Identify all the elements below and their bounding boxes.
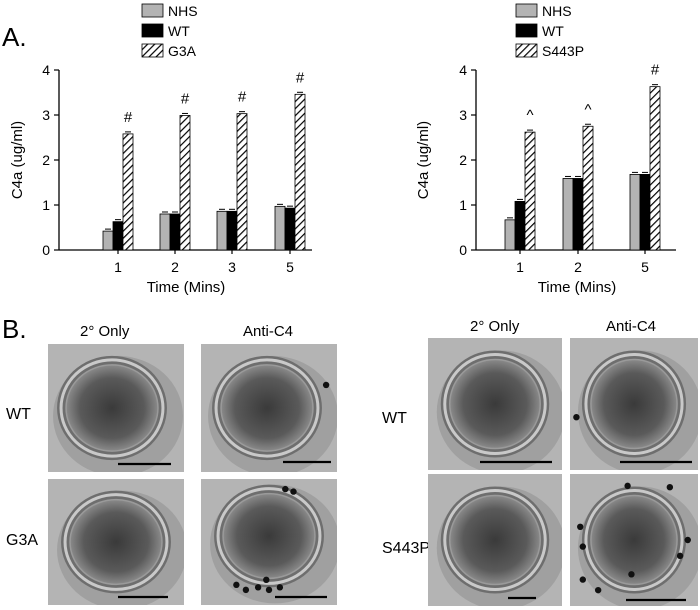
legend-swatch: [141, 23, 164, 38]
em-micrograph: [570, 474, 698, 606]
y-tick-label: 1: [459, 197, 467, 213]
em-micrograph: [570, 338, 698, 470]
legend-swatch: [141, 43, 164, 58]
row-label: WT: [6, 406, 31, 423]
legend-label: WT: [542, 23, 564, 39]
significance-mark: ^: [526, 107, 533, 124]
panel-a-label: A.: [2, 22, 27, 52]
column-header: 2° Only: [470, 318, 520, 335]
significance-mark: #: [296, 69, 305, 86]
column-header: 2° Only: [80, 323, 130, 340]
em-micrograph: [428, 474, 562, 606]
column-header: Anti-C4: [243, 323, 294, 340]
em-micrograph: [48, 479, 184, 605]
y-axis-label: C4a (ug/ml): [9, 121, 26, 199]
legend-label: NHS: [168, 3, 198, 19]
bar-wt: [226, 210, 238, 251]
y-tick-label: 0: [42, 242, 50, 258]
row-label: WT: [382, 410, 407, 427]
em-micrograph: [428, 338, 562, 470]
x-tick-label: 5: [641, 259, 649, 275]
x-axis-label: Time (Mins): [538, 279, 617, 296]
bar-g3a: [122, 133, 134, 251]
y-tick-label: 0: [459, 242, 467, 258]
legend-swatch: [141, 3, 164, 18]
bar-nhs: [274, 205, 286, 251]
legend-label: S443P: [542, 43, 584, 59]
significance-mark: #: [181, 90, 190, 107]
bar-g3a: [179, 115, 191, 251]
bar-wt: [639, 173, 651, 251]
significance-mark: #: [651, 62, 660, 79]
bar-nhs: [504, 219, 516, 251]
bar-s443p: [524, 131, 536, 251]
bar-nhs: [629, 173, 641, 251]
row-label: S443P: [382, 540, 431, 557]
em-micrograph: [201, 479, 337, 605]
y-tick-label: 4: [42, 62, 50, 78]
y-tick-label: 2: [459, 152, 467, 168]
x-tick-label: 3: [228, 259, 236, 275]
em-micrograph: [201, 344, 337, 472]
chart-g3a: 0 1 2 3 4 C4a (ug/ml) 1 #2 #3 #5 # Time (Mins) NHS WT…: [9, 3, 676, 296]
x-tick-label: 1: [114, 259, 122, 275]
legend-swatch: [515, 43, 538, 58]
x-tick-label: 1: [516, 259, 524, 275]
bar-nhs: [102, 230, 114, 251]
bar-wt: [514, 200, 526, 251]
bar-g3a: [236, 113, 248, 251]
bar-s443p: [582, 125, 594, 251]
bar-nhs: [216, 210, 228, 251]
y-tick-label: 3: [459, 107, 467, 123]
column-header: Anti-C4: [606, 318, 657, 335]
em-micrograph: [48, 344, 184, 472]
bar-wt: [284, 207, 296, 251]
bar-wt: [572, 178, 584, 251]
legend-label: NHS: [542, 3, 572, 19]
legend-swatch: [515, 23, 538, 38]
bar-nhs: [159, 213, 171, 251]
y-tick-label: 1: [42, 197, 50, 213]
significance-mark: ^: [584, 101, 591, 118]
bar-g3a: [294, 93, 306, 251]
bar-wt: [112, 221, 124, 251]
bar-nhs: [562, 178, 574, 251]
x-tick-label: 5: [286, 259, 294, 275]
significance-mark: #: [124, 109, 133, 126]
panel-b-label: B.: [2, 314, 27, 344]
legend-label: WT: [168, 23, 190, 39]
significance-mark: #: [238, 89, 247, 106]
legend-swatch: [515, 3, 538, 18]
y-tick-label: 2: [42, 152, 50, 168]
y-tick-label: 4: [459, 62, 467, 78]
x-tick-label: 2: [574, 259, 582, 275]
y-axis-label: C4a (ug/ml): [415, 121, 432, 199]
bar-s443p: [649, 86, 661, 251]
bar-wt: [169, 213, 181, 251]
x-axis-label: Time (Mins): [147, 279, 226, 296]
row-label: G3A: [6, 532, 39, 549]
legend-label: G3A: [168, 43, 197, 59]
x-tick-label: 2: [171, 259, 179, 275]
y-tick-label: 3: [42, 107, 50, 123]
